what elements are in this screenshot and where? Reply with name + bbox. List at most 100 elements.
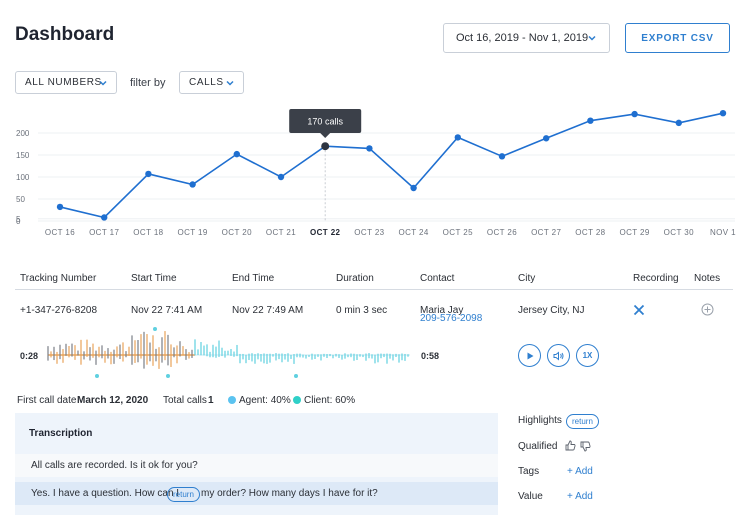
x-tick-label: OCT 22 [310, 228, 341, 237]
waveform-marker [153, 327, 157, 331]
add-value-link[interactable]: + Add [567, 491, 593, 502]
data-point [631, 110, 638, 118]
chevron-down-icon [226, 80, 234, 86]
data-point [101, 214, 108, 221]
highlighted-point [321, 142, 330, 151]
total-calls-value: 1 [208, 395, 214, 406]
column-header-recording: Recording [633, 273, 679, 284]
data-point [366, 145, 373, 152]
data-point [233, 150, 240, 158]
waveform-marker [166, 374, 170, 378]
column-header-notes: Notes [694, 273, 721, 284]
qualified-label: Qualified [518, 441, 558, 452]
x-tick-label: OCT 17 [89, 228, 119, 237]
x-tick-label: OCT 28 [575, 228, 605, 237]
x-tick-label: OCT 18 [133, 228, 163, 237]
x-tick-label: OCT 25 [443, 228, 473, 237]
date-range-select[interactable]: Oct 16, 2019 - Nov 1, 2019 [443, 23, 610, 53]
x-tick-label: OCT 20 [222, 228, 252, 237]
volume-button[interactable] [547, 344, 570, 367]
audio-waveform[interactable] [0, 322, 420, 382]
playback-start-time: 0:28 [20, 351, 39, 361]
tracking-number-cell: +1-347-276-8208 [20, 305, 98, 316]
tooltip-label: 170 calls [307, 117, 343, 127]
calls-dropdown-label: CALLS [189, 77, 224, 88]
x-tick-label: OCT 26 [487, 228, 517, 237]
data-point [587, 117, 594, 124]
waveform-marker [95, 374, 99, 378]
y-tick-label: 0 [16, 217, 21, 226]
y-tick-label: 100 [16, 173, 30, 182]
agent-legend-dot [228, 396, 236, 404]
value-label: Value [518, 491, 543, 502]
add-note-icon[interactable] [701, 303, 714, 316]
x-tick-label: OCT 27 [531, 228, 561, 237]
highlight-pill-return[interactable]: return [566, 414, 599, 429]
data-point [543, 135, 550, 142]
contact-name-cell: Maria Jay [420, 305, 464, 316]
column-header-contact: Contact [420, 273, 455, 284]
highlights-label: Highlights [518, 415, 562, 426]
contact-phone-link[interactable]: 209-576-2098 [420, 313, 483, 324]
page-title: Dashboard [15, 24, 115, 45]
play-icon [527, 352, 533, 359]
data-point [410, 184, 417, 192]
data-point [675, 119, 682, 127]
column-header-city: City [518, 273, 536, 284]
date-range-value: Oct 16, 2019 - Nov 1, 2019 [456, 32, 589, 44]
tooltip-box [289, 109, 362, 133]
column-header-end-time: End Time [232, 273, 275, 284]
column-header-duration: Duration [336, 273, 374, 284]
x-tick-label: OCT 23 [354, 228, 384, 237]
agent-share-label: Agent: 40% [239, 395, 291, 406]
tooltip-pointer [320, 133, 331, 138]
x-tick-label: OCT 16 [45, 228, 75, 237]
add-tag-link[interactable]: + Add [567, 466, 593, 477]
calls-dropdown[interactable]: CALLS [179, 71, 244, 94]
data-point [719, 110, 727, 117]
y-tick-label: 200 [16, 129, 30, 138]
column-header-tracking-number: Tracking Number [20, 273, 97, 284]
column-header-start-time: Start Time [131, 273, 177, 284]
client-legend-dot [293, 396, 301, 404]
data-point [189, 181, 196, 188]
transcript-line-agent: All calls are recorded. Is it ok for you… [15, 454, 498, 477]
playback-speed-button[interactable]: 1X [576, 344, 599, 367]
playback-end-time: 0:58 [421, 351, 440, 361]
chevron-down-icon [99, 80, 107, 86]
thumbs-up-icon[interactable] [565, 440, 576, 451]
y-tick-label: 150 [16, 151, 30, 160]
numbers-dropdown-label: ALL NUMBERS [25, 77, 102, 88]
calls-line-chart: 05 50 100 150 200 OCT 16 OCT 17 OCT 18 OCT 19 OCT… [16, 109, 736, 237]
city-cell: Jersey City, NJ [518, 305, 585, 316]
data-point [498, 153, 506, 160]
chevron-down-icon [588, 35, 596, 41]
filter-by-label: filter by [130, 77, 166, 89]
x-tick-label: OCT 30 [664, 228, 694, 237]
start-time-cell: Nov 22 7:41 AM [131, 305, 203, 316]
keyword-pill-return[interactable]: return [167, 487, 200, 502]
y-tick-label: 5 [16, 215, 21, 224]
play-button[interactable] [518, 344, 541, 367]
first-call-label: First call date [17, 395, 77, 406]
transcript-line-client-text-end: my order? How many days I have for it? [201, 488, 378, 499]
waveform-marker [294, 374, 298, 378]
tags-label: Tags [518, 466, 540, 477]
export-csv-button[interactable]: EXPORT CSV [625, 23, 730, 53]
transcript-line-agent-text: All calls are recorded. Is it ok for you… [31, 460, 198, 471]
numbers-dropdown[interactable]: ALL NUMBERS [15, 71, 117, 94]
thumbs-down-icon[interactable] [580, 441, 591, 452]
x-tick-label: NOV 1 [710, 228, 736, 237]
data-point [277, 173, 285, 181]
close-icon[interactable] [633, 304, 645, 316]
data-point [454, 134, 461, 141]
table-header-divider [15, 289, 733, 290]
x-tick-label: OCT 19 [177, 228, 207, 237]
data-point [145, 170, 152, 178]
volume-icon [553, 350, 563, 361]
data-point [56, 203, 64, 211]
end-time-cell: Nov 22 7:49 AM [232, 305, 304, 316]
client-share-label: Client: 60% [304, 395, 356, 406]
total-calls-label: Total calls [163, 395, 207, 406]
x-tick-label: OCT 21 [266, 228, 296, 237]
